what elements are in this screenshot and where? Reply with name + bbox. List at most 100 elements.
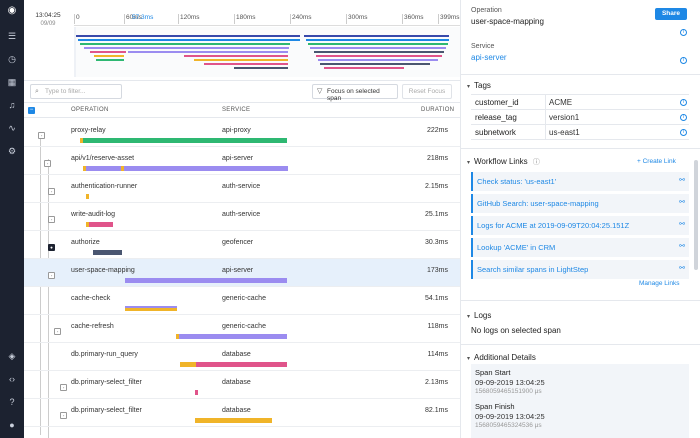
workflow-link-text[interactable]: Logs for ACME at 2019-09-09T20:04:25.151… <box>477 221 630 230</box>
expand-node-icon[interactable]: ◦ <box>38 132 45 139</box>
info-icon[interactable]: i <box>680 99 687 106</box>
info-icon[interactable]: i <box>680 114 687 121</box>
trace-minimap[interactable] <box>74 27 460 77</box>
tags-section-header[interactable]: ▾ Tags <box>467 81 491 90</box>
filter-funnel-icon: ▽ <box>317 88 323 95</box>
row-operation: write-audit-log <box>71 211 115 218</box>
workflow-link-item[interactable]: GitHub Search: user-space-mapping ⚯ <box>471 194 689 213</box>
minimap-span <box>90 51 126 53</box>
info-icon[interactable]: i <box>680 57 687 64</box>
table-row[interactable]: ◦ db.primary-select_filter database 82.1… <box>24 399 460 427</box>
expand-node-icon[interactable]: ◦ <box>48 188 55 195</box>
logs-section-header[interactable]: ▾ Logs <box>467 311 491 320</box>
grid-icon[interactable]: ▦ <box>7 76 17 87</box>
pulse-icon[interactable]: ∿ <box>8 122 16 133</box>
span-bar <box>83 138 287 143</box>
reset-focus-button[interactable]: Reset Focus <box>402 84 452 99</box>
table-row[interactable]: ◦ proxy-relay api-proxy 222ms <box>24 119 460 147</box>
workflow-link-item[interactable]: Check status: 'us-east1' ⚯ <box>471 172 689 191</box>
workflow-link-text[interactable]: GitHub Search: user-space-mapping <box>477 199 599 208</box>
link-icon[interactable]: ⚯ <box>679 221 685 228</box>
row-duration: 2.13ms <box>425 379 448 386</box>
table-row[interactable]: ◦ cache-refresh generic-cache 118ms <box>24 315 460 343</box>
minimap-span <box>320 63 430 65</box>
link-icon[interactable]: ⚯ <box>679 199 685 206</box>
additional-details-title: Additional Details <box>474 353 536 362</box>
list-icon[interactable]: ☰ <box>7 30 17 41</box>
workflow-links-section-header[interactable]: ▾ Workflow Links ⓘ <box>467 157 540 167</box>
tick-label: 399ms <box>438 14 460 24</box>
row-duration: 222ms <box>426 127 448 134</box>
help-circle-icon[interactable]: ⓘ <box>532 159 540 166</box>
clock-icon[interactable]: ◷ <box>8 53 16 64</box>
link-icon[interactable]: ⚯ <box>679 265 685 272</box>
trace-start-time: 13:04:25 09/09 <box>24 12 72 28</box>
table-row[interactable]: db.primary-run_query database 114ms <box>24 343 460 371</box>
span-finish-value: 09-09-2019 13:04:25 <box>475 412 545 421</box>
focus-button-label: Focus on selected span <box>327 88 380 102</box>
table-row-selected[interactable]: ◦ user-space-mapping api-server 173ms <box>24 259 460 287</box>
span-log-marker <box>176 334 179 339</box>
detail-scrollbar[interactable] <box>694 160 698 270</box>
expand-node-icon[interactable]: ● <box>48 244 55 251</box>
info-icon[interactable]: i <box>680 129 687 136</box>
span-bar <box>93 250 122 255</box>
header-operation[interactable]: OPERATION <box>71 107 109 113</box>
row-duration: 82.1ms <box>425 407 448 414</box>
help-icon[interactable]: ? <box>9 397 15 407</box>
workflow-link-text[interactable]: Check status: 'us-east1' <box>477 177 557 186</box>
logs-empty-text: No logs on selected span <box>471 326 561 335</box>
bell-icon[interactable]: ♫ <box>8 100 16 110</box>
expand-node-icon[interactable]: ◦ <box>48 272 55 279</box>
collapse-all-icon[interactable]: − <box>28 107 35 114</box>
workflow-link-text[interactable]: Search similar spans in LightStep <box>477 265 589 274</box>
code-icon[interactable]: ‹› <box>9 374 15 384</box>
expand-node-icon[interactable]: ◦ <box>48 216 55 223</box>
minimap-span <box>318 59 438 61</box>
table-row[interactable]: ◦ authentication-runner auth-service 2.1… <box>24 175 460 203</box>
expand-node-icon[interactable]: ◦ <box>60 384 67 391</box>
link-icon[interactable]: ⚯ <box>679 243 685 250</box>
span-bar <box>86 166 288 171</box>
table-row[interactable]: ● authorize geofencer 30.3ms <box>24 231 460 259</box>
span-detail-panel: Operation user-space-mapping Share i Ser… <box>460 0 700 438</box>
row-service: generic-cache <box>222 295 266 302</box>
user-icon[interactable]: ● <box>9 420 15 430</box>
row-service: database <box>222 379 251 386</box>
create-link-button[interactable]: + Create Link <box>637 158 676 165</box>
expand-node-icon[interactable]: ◦ <box>54 328 61 335</box>
workflow-link-item[interactable]: Logs for ACME at 2019-09-09T20:04:25.151… <box>471 216 689 235</box>
minimap-span <box>76 35 300 37</box>
info-icon[interactable]: i <box>680 29 687 36</box>
cube-icon[interactable]: ◈ <box>8 350 16 361</box>
table-row[interactable]: ◦ api/v1/reserve-asset api-server 218ms <box>24 147 460 175</box>
minimap-span <box>194 59 288 61</box>
filter-input[interactable]: ⌕ Type to filter... <box>30 84 122 99</box>
expand-node-icon[interactable]: ◦ <box>44 160 51 167</box>
workflow-link-item[interactable]: Search similar spans in LightStep ⚯ <box>471 260 689 279</box>
tick-label: 240ms <box>290 14 312 24</box>
table-row[interactable]: ◦ db.primary-select_filter database 2.13… <box>24 371 460 399</box>
logo-icon[interactable]: ◉ <box>7 4 17 16</box>
table-row[interactable]: ◦ write-audit-log auth-service 25.1ms <box>24 203 460 231</box>
share-button[interactable]: Share <box>655 8 687 20</box>
table-row[interactable]: cache-check generic-cache 54.1ms <box>24 287 460 315</box>
divider <box>461 300 700 301</box>
gear-icon[interactable]: ⚙ <box>7 145 17 156</box>
row-operation: proxy-relay <box>71 127 106 134</box>
workflow-link-text[interactable]: Lookup 'ACME' in CRM <box>477 243 556 252</box>
minimap-shade <box>74 27 76 77</box>
workflow-link-item[interactable]: Lookup 'ACME' in CRM ⚯ <box>471 238 689 257</box>
service-link[interactable]: api-server <box>471 53 507 62</box>
header-duration[interactable]: DURATION <box>421 107 455 113</box>
focus-selected-span-button[interactable]: ▽ Focus on selected span <box>312 84 398 102</box>
span-start-label: Span Start <box>475 368 511 377</box>
minimap-span <box>308 43 448 45</box>
expand-node-icon[interactable]: ◦ <box>60 412 67 419</box>
link-icon[interactable]: ⚯ <box>679 177 685 184</box>
manage-links-button[interactable]: Manage Links <box>639 280 680 287</box>
header-service[interactable]: SERVICE <box>222 107 251 113</box>
tag-row: subnetwork us-east1 i <box>471 125 689 140</box>
additional-details-section-header[interactable]: ▾ Additional Details <box>467 353 536 362</box>
minimap-span <box>304 35 449 37</box>
